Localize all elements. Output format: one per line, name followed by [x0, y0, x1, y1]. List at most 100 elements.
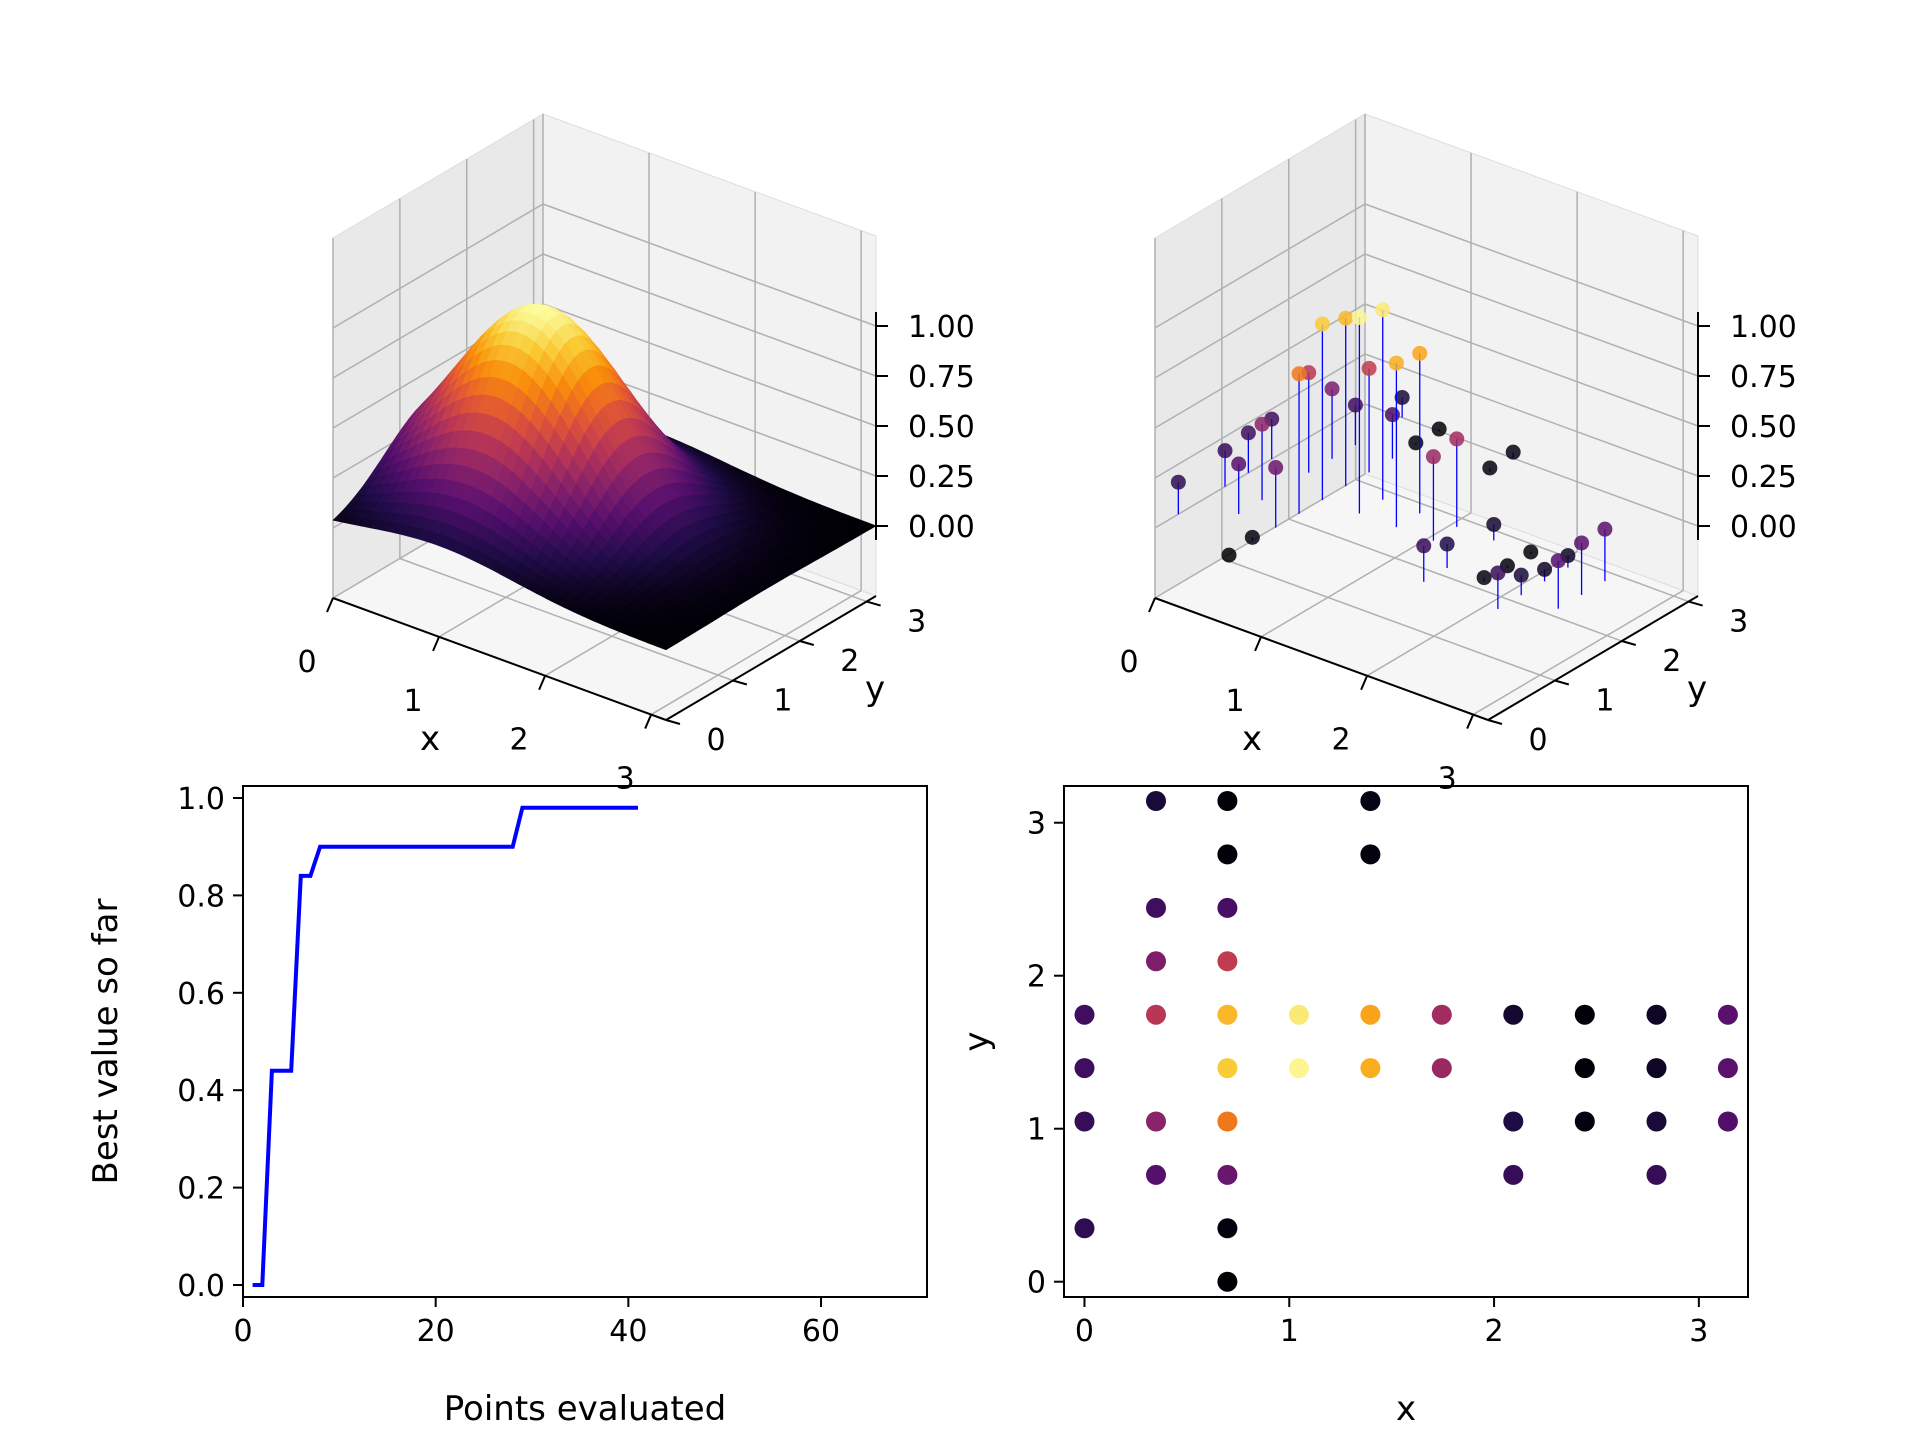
stem-point — [1231, 456, 1247, 472]
scatter-point — [1717, 1111, 1738, 1132]
scatter-point — [1288, 1004, 1309, 1025]
y-tick — [1621, 640, 1637, 646]
stem-point — [1394, 389, 1410, 405]
grid-line — [650, 589, 862, 716]
grid-line — [1260, 512, 1472, 638]
stem-point — [1375, 302, 1391, 318]
scatter-point — [1217, 951, 1238, 972]
scatter-point — [1646, 1058, 1667, 1079]
x-tick — [1254, 636, 1262, 652]
surface-facet — [656, 642, 673, 651]
y-axis-line — [1487, 595, 1699, 721]
stem-point — [1351, 310, 1367, 326]
stem-point — [1486, 516, 1502, 532]
scatter-y-axis-label: y — [957, 1031, 997, 1051]
x-tick-label: 1 — [1280, 1314, 1299, 1349]
y-tick — [866, 600, 881, 607]
grid-line — [1154, 303, 1699, 429]
grid-line — [332, 303, 877, 429]
x-tick-label: 1 — [404, 684, 423, 719]
scatter-point — [1646, 1111, 1667, 1132]
stem-point — [1221, 547, 1237, 563]
stem-point — [1408, 435, 1424, 451]
grid-line — [1154, 403, 1699, 529]
x-tick — [538, 675, 547, 691]
x-tick-label: 0 — [1119, 645, 1138, 680]
y-tick-label: 0.6 — [177, 977, 225, 1012]
scatter-point — [1217, 1164, 1238, 1185]
scatter-point — [1503, 1164, 1524, 1185]
stem-point — [1388, 355, 1404, 371]
y-tick-label: 0.2 — [177, 1172, 225, 1207]
grid-line — [399, 557, 734, 682]
stem-point — [1416, 538, 1432, 554]
y-axis-line — [665, 595, 877, 721]
grid-line — [1288, 518, 1623, 642]
stem-point — [1254, 416, 1270, 432]
y-tick-label: 3 — [1027, 807, 1046, 842]
z-tick-label: 0.00 — [908, 510, 975, 545]
grid-line — [332, 253, 877, 379]
stem-point — [1217, 443, 1233, 459]
x-tick-label: 2 — [1332, 723, 1351, 758]
z-tick-label: 1.00 — [908, 310, 975, 345]
stem-point — [1490, 565, 1506, 581]
x-tick-label: 2 — [1485, 1314, 1504, 1349]
stem-point — [1550, 553, 1566, 569]
scatter-point — [1146, 791, 1166, 811]
grid-line — [1154, 203, 1699, 329]
stem-point — [1439, 536, 1455, 552]
scatter-x-axis-label: x — [1396, 1389, 1416, 1429]
stem-point — [1244, 529, 1260, 545]
y-tick-label: 1.0 — [177, 782, 225, 817]
scatter-point — [1574, 1004, 1595, 1025]
scatter-point — [1431, 1004, 1452, 1025]
y-tick-label: 0 — [1027, 1266, 1046, 1301]
scatter-point — [1074, 1111, 1095, 1132]
scatter-point — [1431, 1058, 1452, 1079]
stem-point — [1324, 381, 1340, 397]
scatter-point — [1146, 897, 1166, 918]
z-tick-label: 0.00 — [1730, 510, 1797, 545]
scatter-point — [1646, 1004, 1667, 1025]
z-tick-label: 1.00 — [1730, 310, 1797, 345]
y-tick — [1487, 719, 1503, 725]
surface-plot-panel: 0 1 2 3 0 1 2 3 0.00 0.25 0.50 0.75 1.00 x y — [297, 113, 975, 797]
scatter-point — [1360, 791, 1381, 811]
scatter-point — [1503, 1004, 1524, 1025]
surface-plot — [332, 303, 877, 651]
x-tick-label: 0 — [233, 1314, 252, 1349]
y-tick-label: 2 — [1662, 644, 1681, 679]
stem-point — [1476, 570, 1492, 586]
y-tick — [1688, 600, 1703, 607]
stem-point — [1425, 449, 1441, 465]
stem-point — [1291, 366, 1307, 382]
stem-point — [1347, 397, 1363, 413]
scatter-point — [1217, 897, 1238, 918]
x-tick-label: 0 — [297, 645, 316, 680]
x-tick — [1148, 597, 1156, 613]
x-tick-label: 3 — [1689, 1314, 1708, 1349]
grid-line — [1154, 473, 1366, 599]
stem-point — [1412, 345, 1428, 361]
grid-line — [332, 203, 877, 329]
x-tick — [326, 597, 334, 613]
scatter-point — [1217, 844, 1238, 865]
x-tick-label: 20 — [417, 1314, 455, 1349]
y-tick — [799, 640, 815, 646]
x-tick-label: 3 — [1438, 762, 1457, 797]
stem-point — [1537, 561, 1553, 577]
scatter-point — [1646, 1164, 1667, 1185]
y-tick — [732, 679, 748, 686]
stem-point — [1449, 431, 1465, 447]
z-tick-label: 0.75 — [908, 360, 975, 395]
stem-point — [1505, 444, 1521, 460]
y-tick-label: 0.8 — [177, 879, 225, 914]
scatter-point — [1217, 791, 1238, 811]
scatter-point — [1074, 1004, 1095, 1025]
grid-line — [1154, 353, 1699, 479]
stem-scatter-3d-panel: 0 1 2 3 0 1 2 3 0.00 0.25 0.50 0.75 1.00 x y — [1119, 113, 1797, 797]
stem-point — [1597, 521, 1613, 537]
grid-line — [1154, 253, 1699, 379]
stem-point — [1338, 310, 1354, 326]
